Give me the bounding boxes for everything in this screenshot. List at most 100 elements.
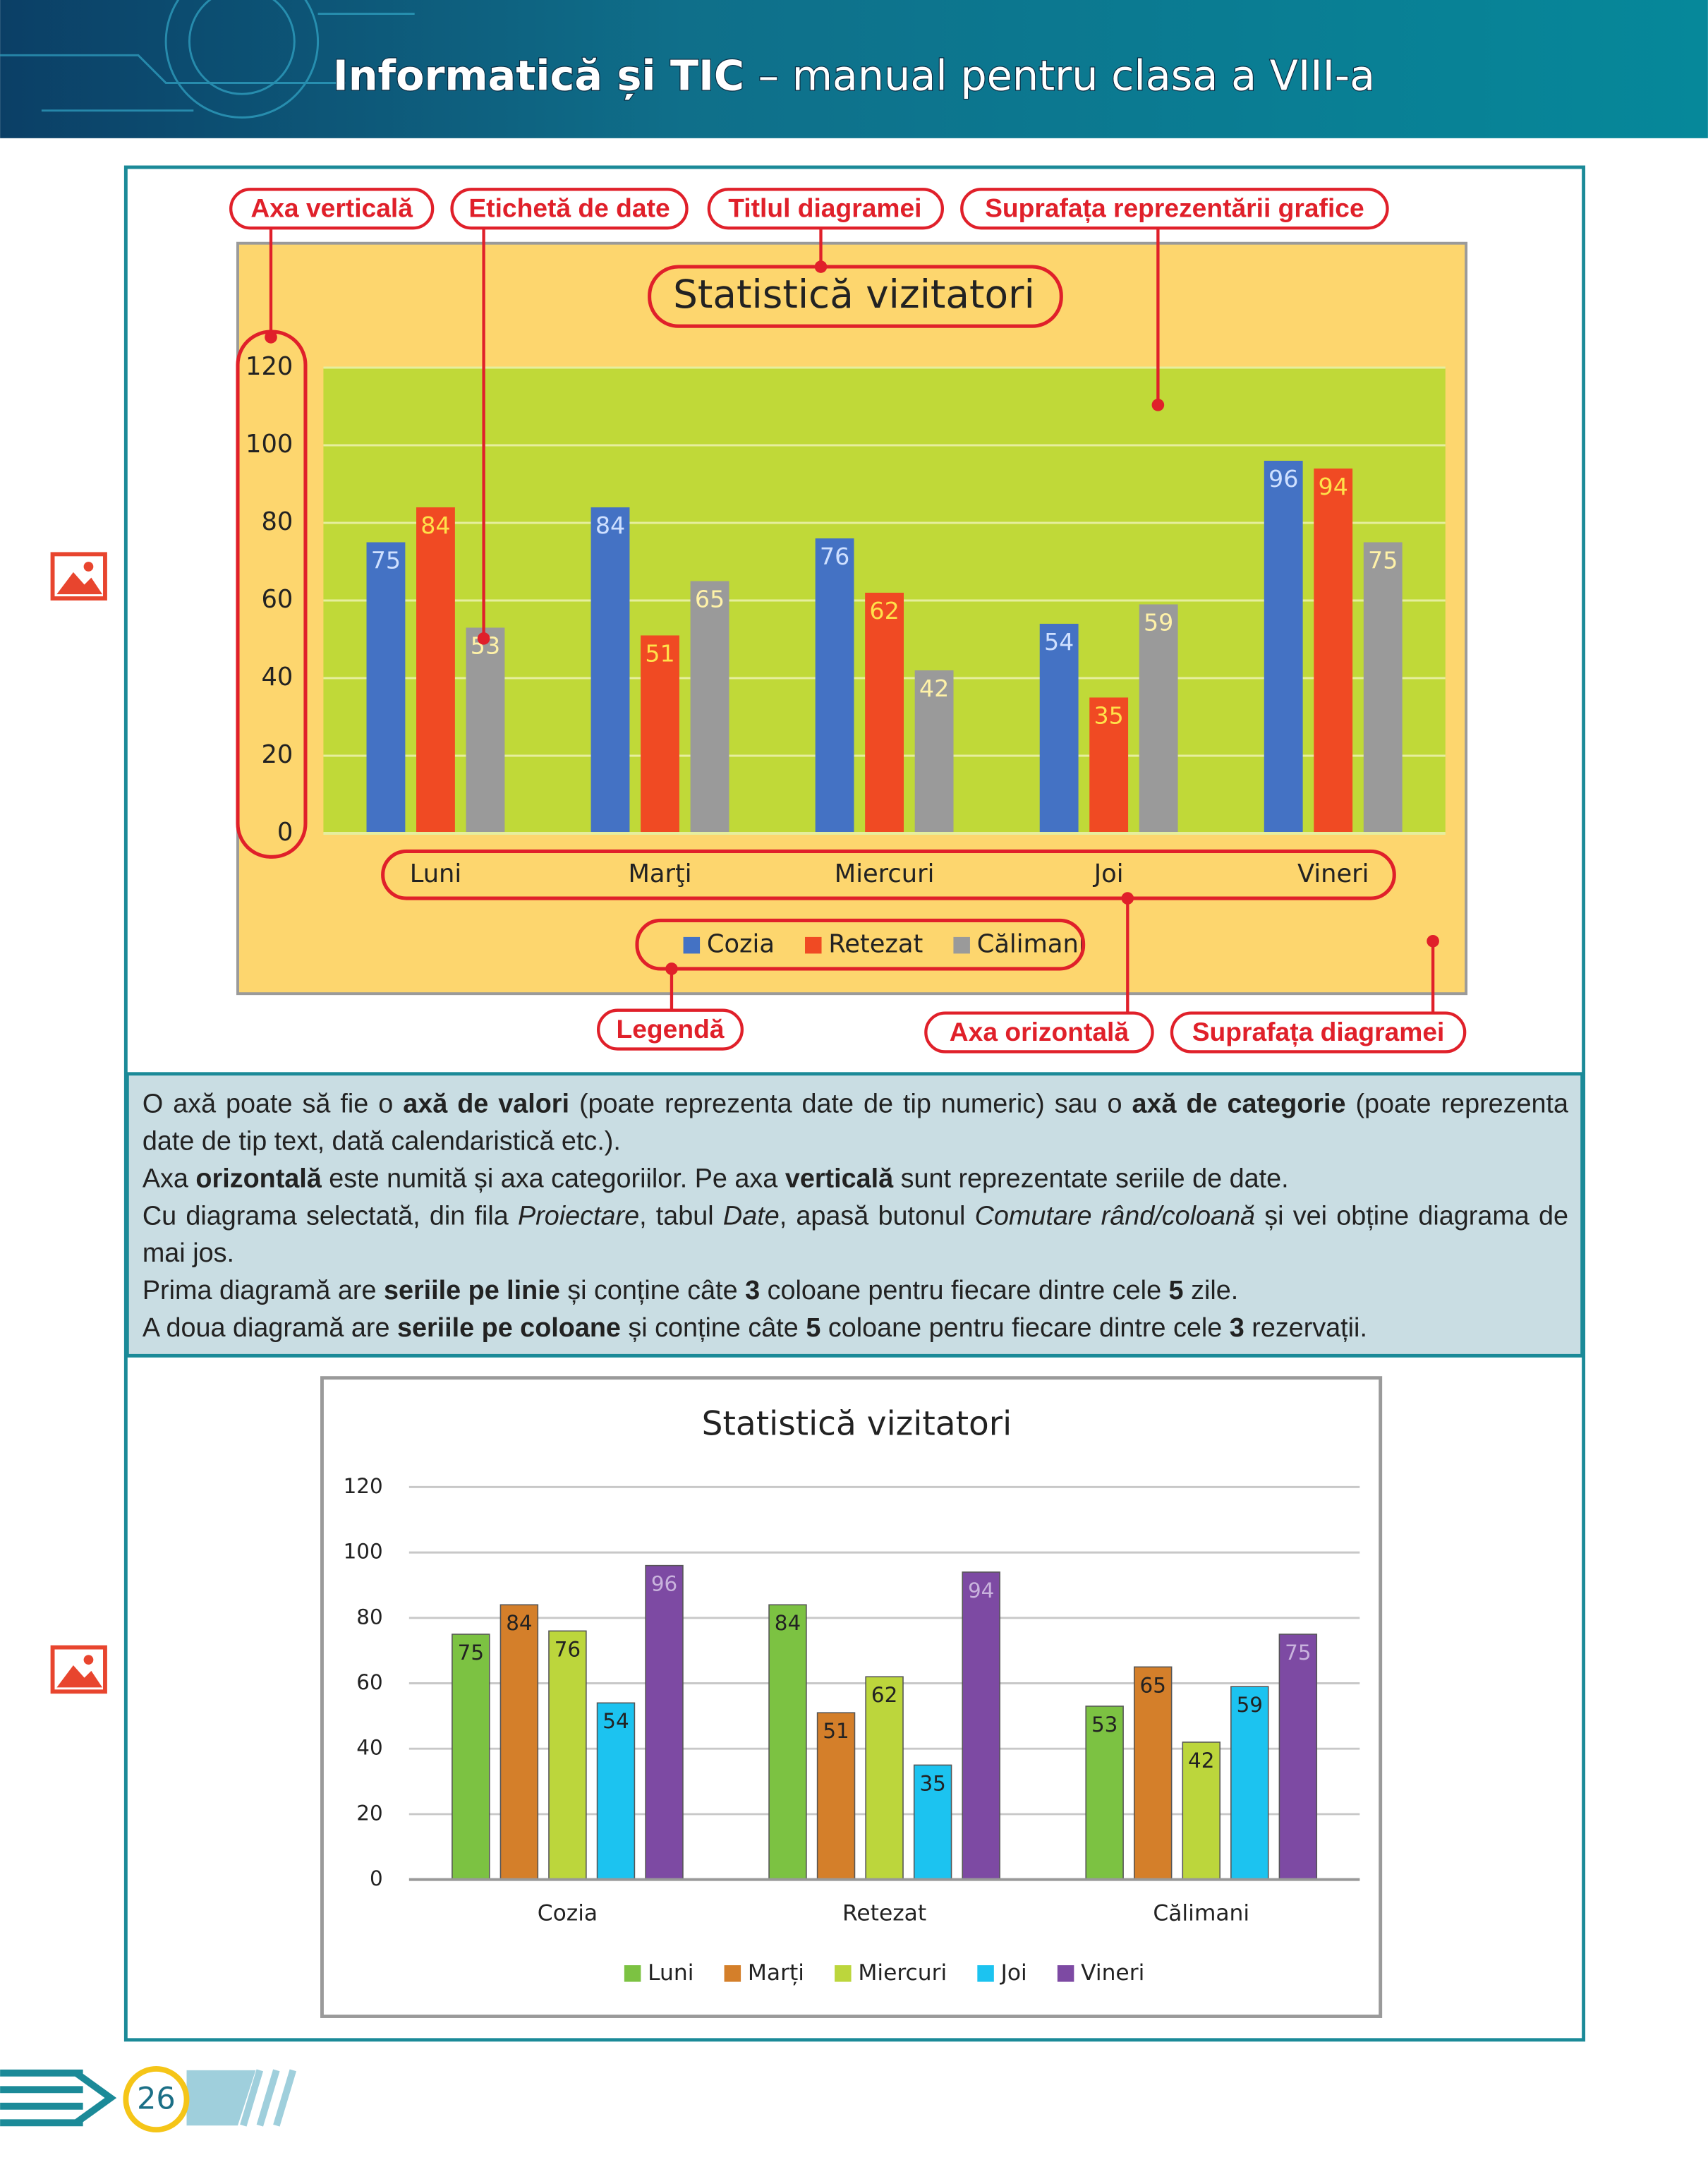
data-label: 75 [1285,1641,1311,1665]
bar [366,542,406,834]
text-run: 3 [1229,1314,1244,1344]
x-tick-label: Joi [1093,859,1124,888]
bar [913,1764,952,1881]
callout-label: Suprafața diagramei [1192,1017,1445,1047]
bar [1278,1634,1318,1881]
callout-shapes [236,228,1439,1013]
data-label: 54 [1044,628,1074,656]
text-run: orizontală [195,1165,322,1195]
legend-swatch [805,936,822,954]
callout-label: Etichetă de date [468,193,670,223]
legend-swatch [683,936,701,954]
data-label: 53 [1091,1713,1118,1737]
text-run: și vei obține diagrama de mai jos. [142,1202,1569,1269]
bar [816,1712,856,1881]
text-run: zile. [1183,1276,1239,1306]
bar [1314,468,1353,834]
text-run: și conține câte [559,1276,746,1306]
bar [641,635,679,834]
data-label: 65 [695,585,725,612]
bar [548,1630,587,1881]
bar [914,670,954,834]
legend-label: Luni [648,1960,694,1986]
chart: Statistică vizitatori 0 20 40 60 80 100 120 Luni… [246,272,1446,959]
x-tick-label: Cozia [538,1901,598,1926]
paragraph: Axa orizontală este numită și axa catego… [143,1161,1568,1198]
data-label: 75 [458,1641,484,1665]
text-run: axă de categorie [1132,1090,1346,1120]
data-label: 94 [1319,473,1348,500]
legend-label: Marți [748,1960,804,1986]
chart-area [320,1376,1383,2018]
y-tick-label: 60 [356,1670,382,1694]
data-label: 94 [968,1579,994,1602]
data-label: 62 [869,597,899,624]
bar [416,507,455,834]
bar [865,592,904,834]
legend: Cozia Retezat Călimani [683,930,1086,959]
legend-swatch [953,936,970,954]
legend-label: Miercuri [858,1960,947,1986]
callout-label: Titlul diagramei [728,193,921,223]
paragraph: A doua diagramă are seriile pe coloane ș… [143,1310,1568,1348]
bar [596,1702,636,1881]
bar [1363,542,1403,834]
header-title: Informatică și TIC – manual pentru clasa … [333,52,1375,100]
text-run: 5 [806,1314,821,1344]
text-run: este numită și axa categoriilor. Pe axa [321,1165,785,1195]
text-run: seriile pe linie [383,1276,560,1306]
data-label: 75 [1368,546,1398,574]
chart-title: Statistică vizitatori [702,1405,1012,1444]
data-label: 35 [1094,701,1123,729]
bar [1139,604,1178,834]
callout: Axa orizontală [924,1011,1154,1054]
legend-label: Joi [1000,1960,1027,1986]
text-run: A doua diagramă are [142,1314,397,1344]
bar [645,1564,684,1881]
text-run: Cu diagrama selectată, din fila [142,1202,518,1232]
text-run: seriile pe coloane [396,1314,621,1344]
callout-label: Legendă [617,1014,725,1044]
text-run: (poate reprezenta date de tip text, dată… [142,1090,1569,1157]
x-tick-label: Miercuri [835,859,935,888]
text-run: , tabul [639,1202,723,1232]
page-footer: 26 [0,2066,297,2133]
data-label: 75 [371,546,401,574]
callout: Etichetă de date [450,188,689,230]
header-banner [0,0,1708,138]
callout: Axa verticală [229,188,435,230]
legend-label: Vineri [1081,1960,1144,1986]
callout: Suprafața reprezentării grafice [960,188,1389,230]
bar [466,627,505,834]
data-label: 51 [823,1719,849,1743]
bar [1230,1686,1269,1881]
image-icon [50,1645,107,1694]
legend-label: Cozia [707,930,775,959]
text-run: axă de valori [403,1090,570,1120]
data-label: 59 [1237,1693,1263,1717]
data-label: 76 [820,543,849,570]
callout: Titlul diagramei [707,188,945,230]
data-label: 65 [1140,1673,1166,1697]
header-subtitle: – manual pentru clasa a VIII-a [758,52,1375,100]
data-label: 42 [919,675,949,702]
x-tick-label: Retezat [842,1901,926,1926]
text-run: Prima diagramă are [142,1276,384,1306]
x-tick-label: Vineri [1297,859,1369,888]
y-tick-label: 80 [356,1605,382,1629]
paragraph: O axă poate să fie o axă de valori (poat… [143,1086,1568,1161]
legend-swatch [624,1965,641,1982]
y-tick-label: 100 [246,430,293,459]
bar [452,1634,490,1881]
bar [962,1571,1000,1881]
header-title-main: Informatică și TIC [333,52,744,100]
bar [768,1604,807,1881]
text-run: O axă poate să fie o [142,1090,404,1120]
callout: Legendă [597,1008,744,1051]
text-run: Date [722,1202,780,1232]
legend-label: Călimani [977,930,1086,959]
y-tick-label: 100 [344,1540,383,1564]
text-band [125,1072,1585,1358]
text-run: 3 [745,1276,761,1306]
